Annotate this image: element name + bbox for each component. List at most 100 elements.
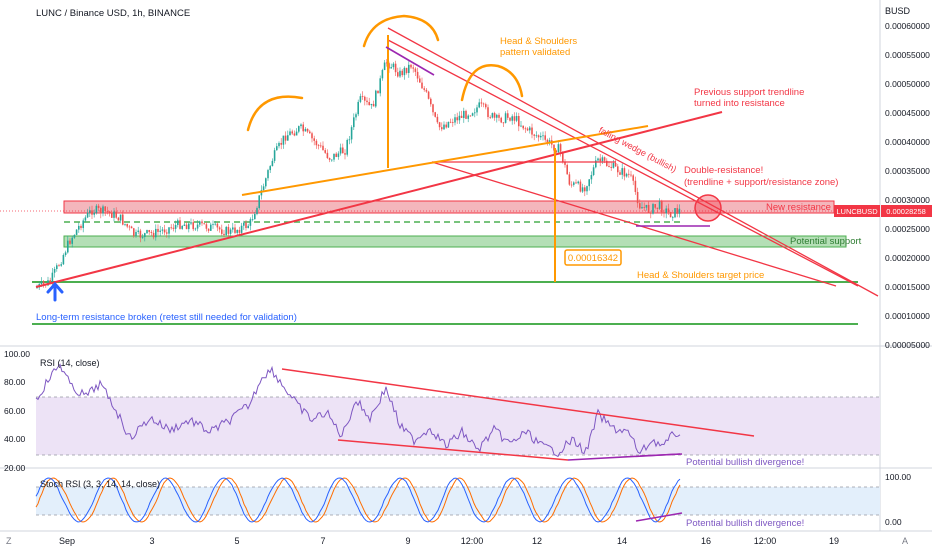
candle-body — [491, 113, 494, 118]
candle-body — [97, 205, 100, 208]
candle-body — [203, 223, 205, 225]
candle-body — [302, 124, 304, 132]
candle-body — [350, 127, 353, 140]
candle-body — [584, 187, 586, 192]
candle-body — [93, 212, 95, 215]
candle-body — [82, 220, 84, 229]
candle-body — [144, 233, 146, 238]
candle-body — [177, 220, 179, 226]
candle-body — [113, 211, 115, 218]
candle-body — [185, 224, 188, 230]
double-resistance-circle — [694, 194, 722, 222]
candle-body — [467, 115, 469, 119]
time-tick-label: 9 — [405, 536, 410, 546]
candle-body — [245, 222, 247, 229]
candle-body — [271, 160, 274, 167]
candle-body — [562, 151, 564, 163]
candle-body — [515, 116, 518, 121]
rsi-tick-label: 40.00 — [4, 434, 26, 444]
candle-body — [658, 201, 661, 209]
rsi-divergence-label: Potential bullish divergence! — [686, 457, 804, 468]
candle-body — [557, 144, 560, 153]
candle-body — [251, 219, 254, 220]
candle-body — [643, 207, 645, 208]
candle-body — [502, 122, 505, 124]
candle-body — [559, 144, 562, 152]
candle-body — [482, 103, 485, 105]
rsi-tick-label: 60.00 — [4, 406, 26, 416]
rsi-title[interactable]: RSI (14, close) — [40, 358, 100, 368]
candle-body — [381, 70, 384, 79]
time-axis[interactable]: Sep 3 5 7 9 12:00 12 14 16 12:00 19 — [59, 536, 839, 546]
candle-body — [311, 133, 313, 139]
rsi-tick-label: 80.00 — [4, 377, 26, 387]
candle-body — [645, 204, 648, 208]
candle-body — [309, 131, 311, 134]
candle-body — [529, 127, 531, 131]
candle-body — [221, 229, 223, 234]
candle-body — [40, 281, 43, 285]
timezone-button[interactable]: Z — [6, 536, 12, 546]
candle-body — [379, 78, 381, 94]
candle-body — [339, 147, 342, 154]
candle-body — [669, 211, 672, 218]
candle-body — [544, 135, 546, 140]
candle-body — [654, 204, 656, 208]
new-resistance-label: New resistance — [766, 202, 831, 213]
candle-body — [49, 280, 51, 283]
candle-body — [95, 205, 98, 213]
candle-body — [146, 230, 148, 234]
candle-body — [390, 67, 392, 69]
candle-body — [368, 102, 370, 106]
head-purple-line — [385, 46, 435, 76]
candle-body — [632, 175, 634, 181]
auto-scale-button[interactable]: A — [902, 536, 908, 546]
candle-body — [372, 103, 375, 107]
price-tick-label: 0.00040000 — [885, 137, 930, 147]
candle-body — [621, 168, 623, 175]
candle-body — [337, 153, 340, 157]
candle-body — [111, 212, 113, 218]
candle-body — [568, 174, 571, 185]
candle-body — [348, 139, 351, 141]
candle-body — [458, 115, 461, 121]
candle-body — [254, 214, 256, 220]
candle-body — [566, 164, 568, 175]
time-tick-label: 5 — [234, 536, 239, 546]
candle-body — [507, 113, 509, 118]
price-tick-label: 0.00060000 — [885, 21, 930, 31]
candle-body — [289, 131, 291, 136]
candle-body — [128, 226, 131, 228]
candle-body — [137, 230, 139, 232]
candle-body — [243, 222, 245, 226]
candle-body — [531, 127, 533, 135]
candle-body — [183, 224, 186, 226]
stoch-title[interactable]: Stoch RSI (3, 3, 14, 14, close) — [40, 479, 160, 489]
symbol-title[interactable]: LUNC / Binance USD, 1h, BINANCE — [36, 8, 190, 19]
candle-body — [214, 223, 216, 225]
rsi-axis[interactable]: 100.00 80.00 60.00 40.00 20.00 — [4, 349, 30, 473]
candles-series — [36, 58, 681, 291]
candle-body — [152, 232, 155, 238]
price-tick-label: 0.00020000 — [885, 253, 930, 263]
candle-body — [205, 224, 208, 229]
candle-body — [188, 223, 190, 230]
candle-body — [377, 90, 379, 94]
candle-body — [414, 68, 417, 72]
potential-support-label: Potential support — [790, 236, 862, 247]
price-tick-label: 0.00045000 — [885, 108, 930, 118]
candle-body — [678, 208, 681, 214]
candle-body — [449, 121, 452, 123]
double-resistance-label-2: (trendline + support/resistance zone) — [684, 177, 838, 188]
stoch-axis[interactable]: 100.00 0.00 — [885, 472, 911, 527]
time-tick-label: Sep — [59, 536, 75, 546]
candle-body — [172, 227, 175, 229]
candle-body — [196, 224, 199, 229]
candle-body — [452, 122, 454, 123]
candle-body — [478, 102, 480, 108]
price-axis[interactable]: BUSD 0.00060000 0.00055000 0.00050000 0.000… — [885, 6, 930, 350]
candle-body — [480, 102, 483, 104]
candle-body — [581, 187, 584, 192]
hs-target-label: Head & Shoulders target price — [637, 270, 764, 281]
